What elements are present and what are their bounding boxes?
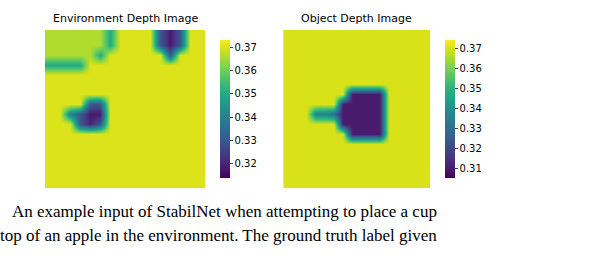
html-text:top of an apple in the environ: top of an apple in the environment. The … xyxy=(0,226,437,245)
svg-text:0.33: 0.33 xyxy=(460,123,482,134)
svg-text:0.36: 0.36 xyxy=(460,63,482,74)
svg-text:0.34: 0.34 xyxy=(235,112,257,123)
svg-text:0.34: 0.34 xyxy=(460,103,482,114)
html-text:An example input of StabilNet: An example input of StabilNet when attem… xyxy=(12,202,437,221)
svg-text:0.32: 0.32 xyxy=(460,143,482,154)
svg-text:0.36: 0.36 xyxy=(235,65,257,76)
svg-text:0.31: 0.31 xyxy=(460,163,482,174)
svg-text:0.37: 0.37 xyxy=(460,43,482,54)
svg-text:0.32: 0.32 xyxy=(235,158,257,169)
svg-text:0.35: 0.35 xyxy=(235,88,257,99)
svg-text:0.37: 0.37 xyxy=(235,42,257,53)
svg-text:Environment Depth Image: Environment Depth Image xyxy=(53,12,198,25)
svg-text:0.35: 0.35 xyxy=(460,83,482,94)
svg-text:Object Depth Image: Object Depth Image xyxy=(301,12,412,25)
svg-text:0.33: 0.33 xyxy=(235,135,257,146)
